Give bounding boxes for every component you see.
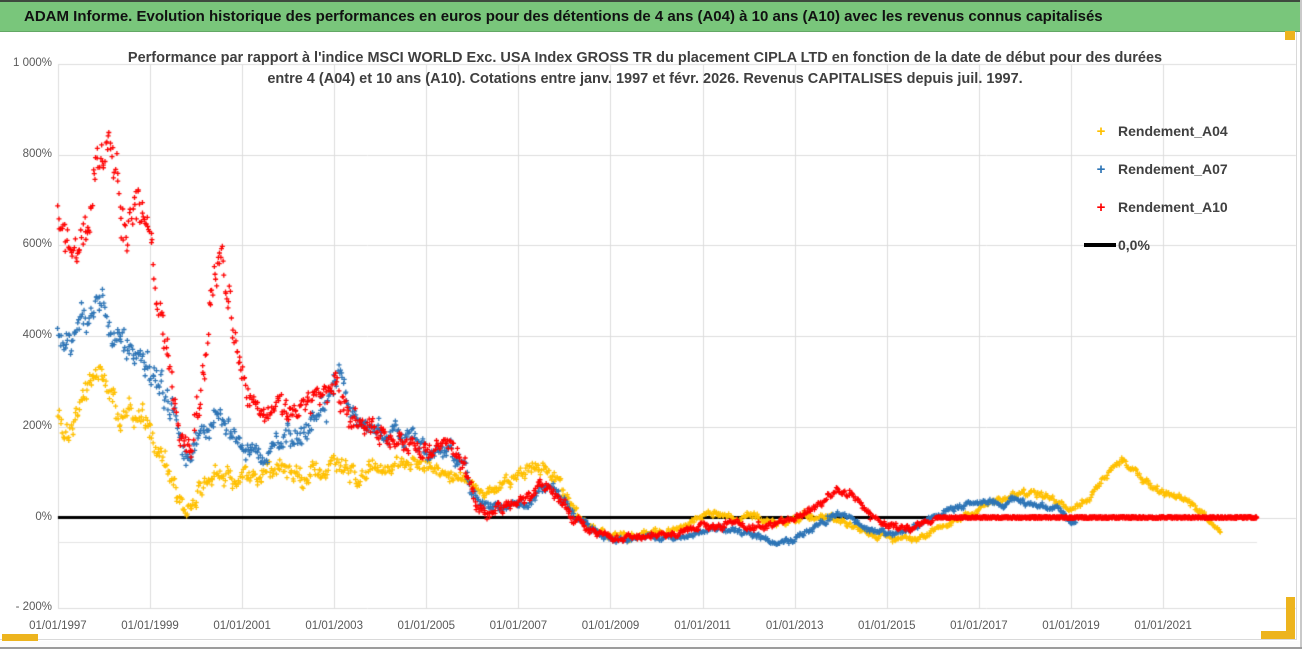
legend-item-a07: + Rendement_A07 [1084,150,1274,188]
x-axis-label: 01/01/1997 [29,620,87,632]
scatter-plot-canvas [0,32,1302,647]
chart-area: Performance par rapport à l'indice MSCI … [0,32,1302,647]
chart-title-line1: Performance par rapport à l'indice MSCI … [127,50,1163,66]
x-axis-label: 01/01/2021 [1134,620,1192,632]
x-axis-label: 01/01/2015 [858,620,916,632]
legend-item-zero: 0,0% [1084,226,1274,264]
x-axis-label: 01/01/2011 [674,620,731,632]
chart-title-line2: entre 4 (A04) et 10 ans (A10). Cotations… [267,71,1023,87]
x-axis-label: 01/01/2003 [305,620,363,632]
x-axis-label: 01/01/2001 [213,620,271,632]
legend-label: 0,0% [1118,237,1150,253]
chart-border-bottom [0,639,1297,640]
chart-title: Performance par rapport à l'indice MSCI … [80,48,1210,90]
bottom-strip [0,641,1302,649]
legend-label: Rendement_A10 [1118,199,1228,215]
x-axis-label: 01/01/1999 [121,620,179,632]
y-axis-label: 400% [22,329,52,342]
plus-marker-icon: + [1096,122,1106,140]
gold-accent-bottom-left [2,634,38,642]
chart-border-right [1296,32,1297,640]
x-axis-label: 01/01/2013 [765,620,824,632]
gold-accent-right [1286,597,1295,639]
y-axis-label: 600% [22,238,52,251]
legend-item-a10: + Rendement_A10 [1084,188,1274,226]
x-axis-label: 01/01/2005 [397,620,456,632]
x-axis-label: 01/01/2009 [581,620,640,632]
y-axis-label: 800% [22,147,52,160]
header-title: ADAM Informe. Evolution historique des p… [24,8,1103,25]
x-axis-label: 01/01/2019 [1042,620,1100,632]
y-axis-label: 0% [35,510,52,523]
y-axis-label: 1 000% [12,57,52,69]
x-axis-label: 01/01/2017 [950,620,1008,632]
x-axis-label: 01/01/2007 [489,620,548,632]
right-edge-border [1300,0,1302,647]
gold-accent-top-right [1285,31,1295,40]
y-axis-label: 200% [22,419,52,432]
legend-label: Rendement_A07 [1118,161,1228,177]
plus-marker-icon: + [1096,198,1106,216]
plus-marker-icon: + [1096,160,1106,178]
legend-item-a04: + Rendement_A04 [1084,112,1274,150]
y-axis-label: - 200% [15,601,52,614]
legend-label: Rendement_A04 [1118,123,1228,139]
legend: + Rendement_A04 + Rendement_A07 + Rendem… [1084,112,1274,264]
gold-accent-bottom-right [1261,631,1295,639]
zero-line-icon [1084,243,1116,247]
header-banner: ADAM Informe. Evolution historique des p… [0,0,1300,32]
